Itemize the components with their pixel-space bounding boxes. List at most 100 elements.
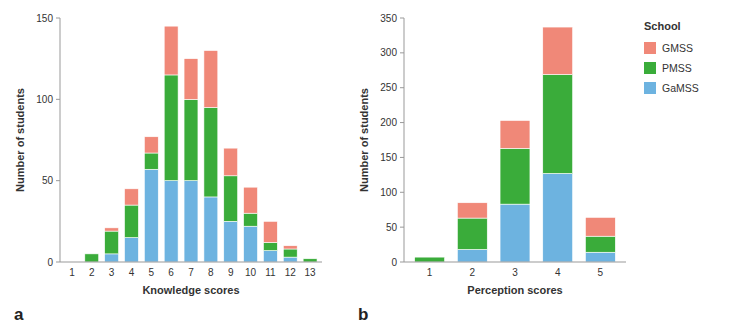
bar-segment bbox=[283, 249, 297, 257]
bar-segment bbox=[125, 238, 139, 262]
x-tick-label: 5 bbox=[598, 267, 604, 278]
bar-segment bbox=[224, 221, 238, 262]
bar-segment bbox=[144, 153, 158, 169]
x-tick-label: 3 bbox=[109, 267, 115, 278]
bar-segment bbox=[585, 252, 615, 262]
bar-segment bbox=[105, 254, 119, 262]
y-tick-label: 50 bbox=[386, 222, 398, 233]
bar-segment bbox=[164, 26, 178, 75]
legend-label: GaMSS bbox=[662, 82, 699, 94]
y-tick-label: 300 bbox=[380, 47, 397, 58]
bar-segment bbox=[303, 258, 317, 259]
bar-segment bbox=[500, 120, 530, 148]
y-tick-label: 150 bbox=[380, 152, 397, 163]
y-tick bbox=[400, 157, 404, 158]
y-tick-label: 0 bbox=[391, 257, 397, 268]
x-tick-label: 9 bbox=[228, 267, 234, 278]
y-tick bbox=[400, 262, 404, 263]
y-tick bbox=[400, 18, 404, 19]
bar-segment bbox=[184, 59, 198, 100]
bar-segment bbox=[125, 205, 139, 238]
bar-segment bbox=[415, 257, 445, 258]
y-axis-label: Number of students bbox=[14, 88, 26, 192]
legend-label: PMSS bbox=[662, 62, 692, 74]
x-tick-label: 2 bbox=[89, 267, 95, 278]
legend: School GMSS PMSS GaMSS bbox=[644, 20, 699, 94]
x-tick-label: 4 bbox=[129, 267, 135, 278]
y-tick bbox=[56, 180, 60, 181]
y-tick-label: 50 bbox=[42, 175, 54, 186]
y-tick-label: 350 bbox=[380, 13, 397, 24]
legend-swatch bbox=[644, 42, 656, 54]
bar-segment bbox=[184, 181, 198, 262]
legend-label: GMSS bbox=[662, 42, 693, 54]
bars bbox=[85, 26, 317, 262]
x-tick-label: 6 bbox=[168, 267, 174, 278]
bar-segment bbox=[263, 242, 277, 250]
bar-segment bbox=[224, 176, 238, 222]
bar-segment bbox=[184, 99, 198, 180]
panel-label: a bbox=[14, 305, 24, 324]
x-tick-label: 1 bbox=[69, 267, 75, 278]
y-tick bbox=[400, 87, 404, 88]
panel: 05010015020025030035012345Perception sco… bbox=[358, 13, 699, 325]
legend-swatch bbox=[644, 82, 656, 94]
x-tick-label: 13 bbox=[305, 267, 317, 278]
x-axis-line bbox=[404, 262, 626, 263]
x-tick-label: 1 bbox=[427, 267, 433, 278]
y-axis-line bbox=[60, 18, 61, 262]
bar-segment bbox=[125, 189, 139, 205]
y-tick-label: 250 bbox=[380, 82, 397, 93]
x-tick-label: 8 bbox=[208, 267, 214, 278]
bar-segment bbox=[543, 74, 573, 173]
x-tick-label: 11 bbox=[265, 267, 276, 278]
x-tick-label: 10 bbox=[245, 267, 257, 278]
bar-segment bbox=[457, 218, 487, 249]
bar-segment bbox=[543, 27, 573, 74]
y-tick-label: 150 bbox=[36, 13, 53, 24]
bar-segment bbox=[164, 75, 178, 181]
y-axis-line bbox=[404, 18, 405, 262]
y-tick-label: 200 bbox=[380, 117, 397, 128]
x-tick-label: 5 bbox=[149, 267, 155, 278]
x-axis-label: Perception scores bbox=[467, 284, 562, 296]
bar-segment bbox=[105, 228, 119, 231]
bar-segment bbox=[204, 107, 218, 196]
bar-segment bbox=[415, 257, 445, 262]
bar-segment bbox=[204, 51, 218, 108]
bar-segment bbox=[263, 251, 277, 262]
bar-segment bbox=[500, 204, 530, 262]
bar-segment bbox=[224, 148, 238, 176]
bar-segment bbox=[144, 169, 158, 262]
bar-segment bbox=[244, 226, 258, 262]
bar-segment bbox=[457, 203, 487, 218]
bar-segment bbox=[543, 173, 573, 262]
y-axis-label: Number of students bbox=[358, 88, 370, 192]
x-axis-line bbox=[60, 262, 322, 263]
x-tick-label: 2 bbox=[470, 267, 476, 278]
y-tick bbox=[56, 262, 60, 263]
bar-segment bbox=[457, 249, 487, 262]
x-tick-label: 7 bbox=[188, 267, 194, 278]
y-tick-label: 100 bbox=[36, 94, 53, 105]
y-tick bbox=[56, 99, 60, 100]
y-tick bbox=[400, 122, 404, 123]
bar-segment bbox=[500, 148, 530, 204]
bar-segment bbox=[244, 187, 258, 213]
y-tick bbox=[400, 52, 404, 53]
x-tick-label: 12 bbox=[285, 267, 297, 278]
panel: 05010015012345678910111213Knowledge scor… bbox=[14, 13, 322, 325]
y-tick bbox=[400, 192, 404, 193]
bar-segment bbox=[283, 257, 297, 262]
legend-title: School bbox=[644, 20, 681, 32]
y-tick bbox=[56, 18, 60, 19]
figure: 05010015012345678910111213Knowledge scor… bbox=[0, 0, 756, 331]
bar-segment bbox=[144, 137, 158, 153]
bar-segment bbox=[585, 217, 615, 236]
panel-label: b bbox=[358, 305, 368, 324]
bar-segment bbox=[244, 213, 258, 226]
bar-segment bbox=[85, 254, 99, 262]
bar-segment bbox=[164, 181, 178, 262]
y-tick-label: 100 bbox=[380, 187, 397, 198]
y-tick-label: 0 bbox=[47, 257, 53, 268]
